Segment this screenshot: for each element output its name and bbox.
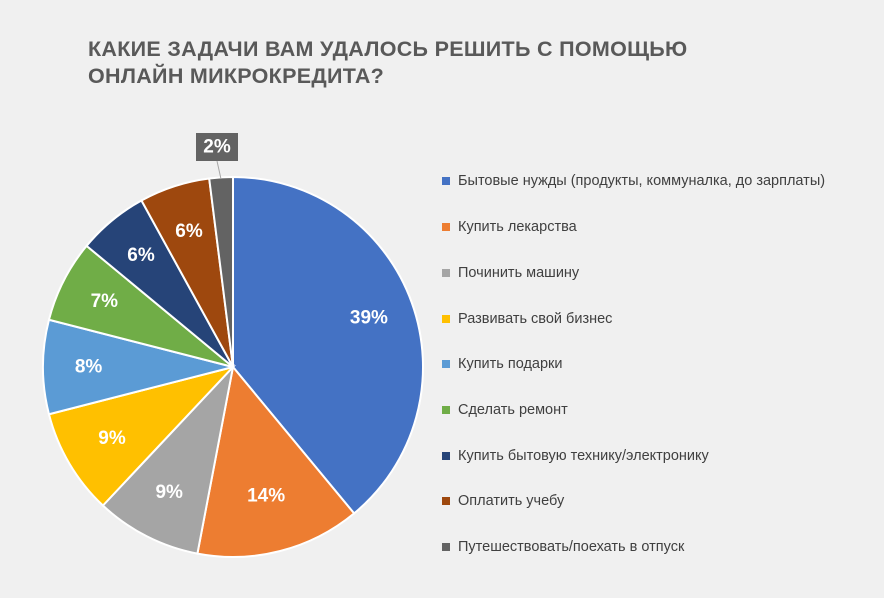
legend-swatch-6 [442, 406, 450, 414]
pie-data-label-7: 6% [127, 245, 155, 266]
pie-data-label-6: 7% [91, 291, 119, 312]
chart-title-line-2: ОНЛАЙН МИКРОКРЕДИТА? [88, 64, 385, 88]
pie-slice-3 [101, 363, 235, 555]
legend-label-3: Починить машину [458, 265, 580, 281]
chart-title-line-1: КАКИЕ ЗАДАЧИ ВАМ УДАЛОСЬ РЕШИТЬ С ПОМОЩЬ… [88, 37, 688, 61]
legend-swatch-2 [442, 223, 450, 231]
legend-item-2: Купить лекарства [442, 216, 838, 238]
legend-swatch-1 [442, 177, 450, 185]
legend-swatch-8 [442, 497, 450, 505]
legend-item-7: Купить бытовую технику/электронику [442, 445, 838, 467]
chart-title: КАКИЕ ЗАДАЧИ ВАМ УДАЛОСЬ РЕШИТЬ С ПОМОЩЬ… [88, 36, 808, 90]
legend-swatch-4 [442, 315, 450, 323]
legend-label-2: Купить лекарства [458, 219, 577, 235]
pie-leader-line-9 [216, 160, 222, 180]
legend-label-4: Развивать свой бизнес [458, 311, 613, 327]
legend-label-9: Путешествовать/поехать в отпуск [458, 539, 685, 555]
pie-data-label-5: 8% [75, 357, 103, 378]
legend-swatch-7 [442, 452, 450, 460]
pie-slice-5 [42, 318, 234, 416]
legend-label-1: Бытовые нужды (продукты, коммуналка, до … [458, 173, 826, 189]
legend-label-5: Купить подарки [458, 356, 563, 372]
legend-item-1: Бытовые нужды (продукты, коммуналка, до … [442, 170, 838, 192]
pie-data-label-9: 2% [203, 137, 231, 158]
pie-label-box-9 [196, 133, 238, 161]
legend-item-5: Купить подарки [442, 353, 838, 375]
pie-slice-2 [196, 364, 356, 558]
legend-swatch-9 [442, 543, 450, 551]
pie-data-label-4: 9% [98, 428, 126, 449]
pie-data-label-1: 39% [350, 308, 388, 329]
pie-slice-1 [232, 175, 424, 515]
legend-item-3: Починить машину [442, 262, 838, 284]
legend-item-9: Путешествовать/поехать в отпуск [442, 536, 838, 558]
legend-item-6: Сделать ремонт [442, 399, 838, 421]
legend-label-6: Сделать ремонт [458, 402, 568, 418]
pie-data-label-2: 14% [247, 485, 285, 506]
legend-label-8: Оплатить учебу [458, 493, 565, 509]
pie-slice-4 [47, 365, 237, 507]
legend-label-7: Купить бытовую технику/электронику [458, 448, 709, 464]
legend-item-8: Оплатить учебу [442, 490, 838, 512]
pie-data-label-3: 9% [155, 482, 183, 503]
pie-data-label-8: 6% [175, 221, 203, 242]
legend-item-4: Развивать свой бизнес [442, 308, 838, 330]
legend-swatch-5 [442, 360, 450, 368]
legend-swatch-3 [442, 269, 450, 277]
